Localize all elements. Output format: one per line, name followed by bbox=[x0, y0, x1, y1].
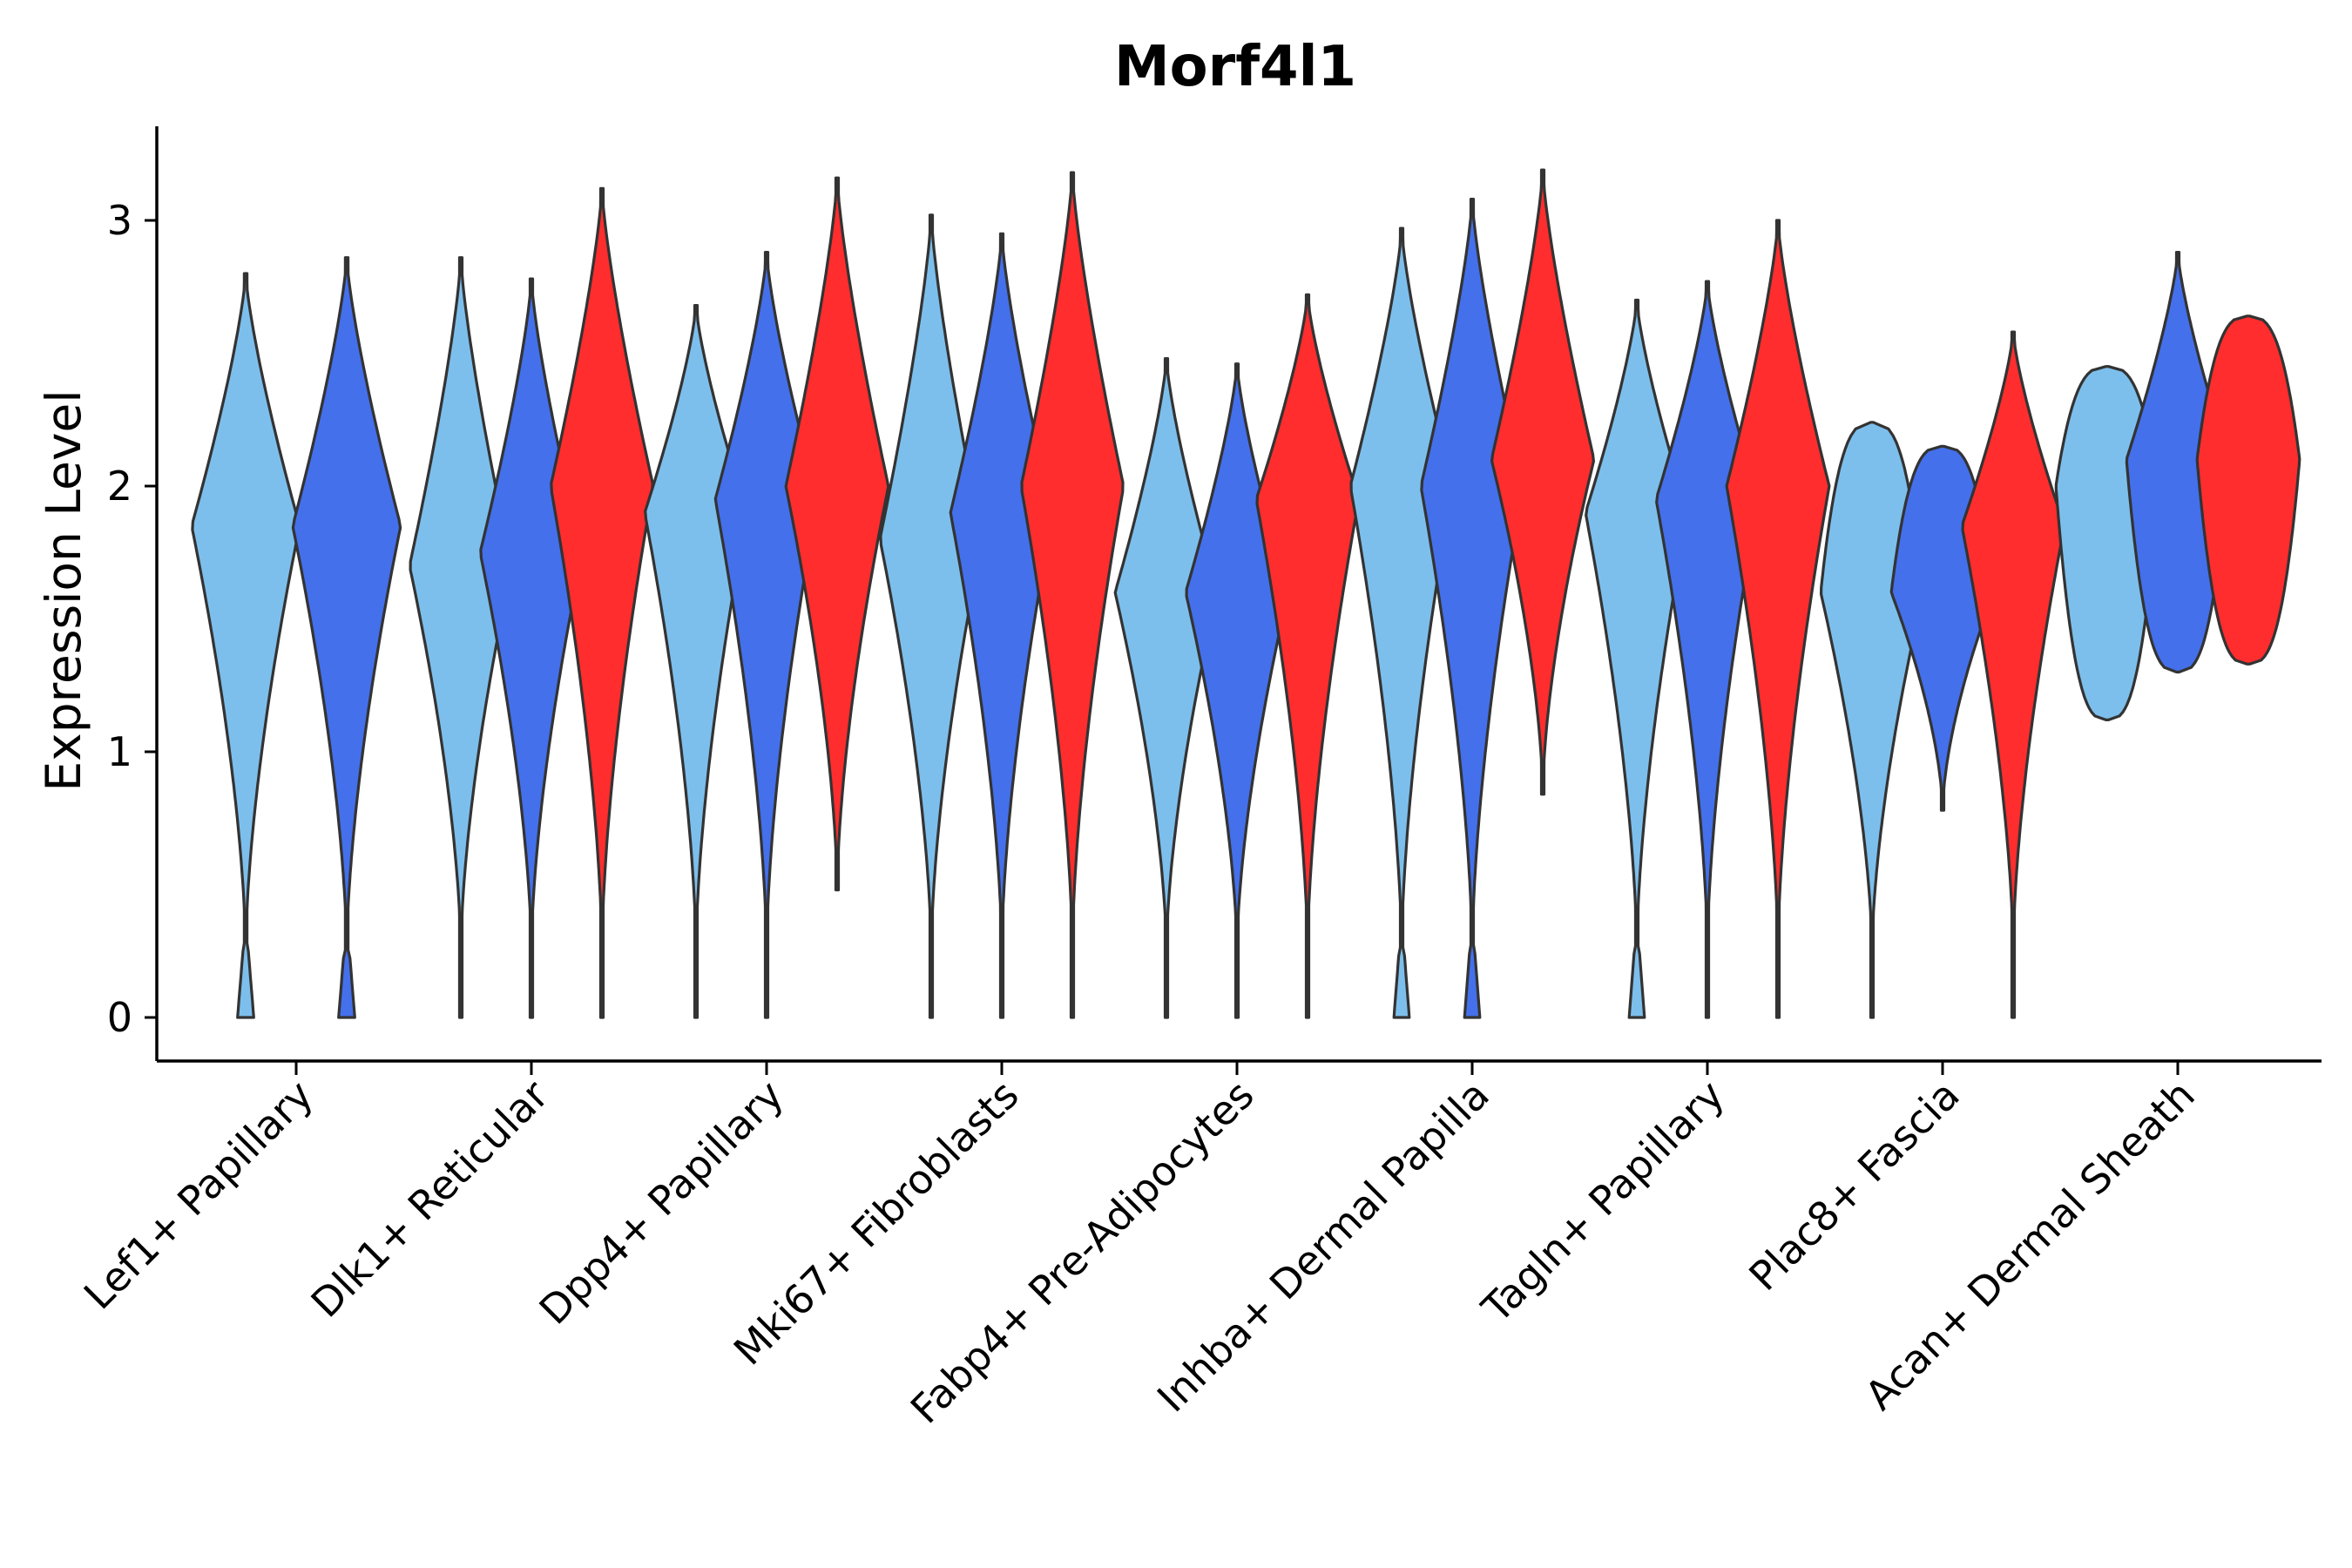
y-tick-label: 0 bbox=[107, 994, 132, 1041]
x-tick-label: Dpp4+ Papillary bbox=[531, 1071, 793, 1334]
violin-6-0 bbox=[1585, 298, 1689, 1019]
violin-2-0 bbox=[644, 304, 748, 1019]
chart-title: Morf4l1 bbox=[1114, 35, 1356, 99]
violin-5-0 bbox=[1349, 226, 1454, 1019]
violin-4-0 bbox=[1113, 357, 1220, 1019]
violin-0-1 bbox=[291, 256, 402, 1019]
x-tick-label: Tagln+ Papillary bbox=[1472, 1071, 1734, 1333]
violin-1-0 bbox=[409, 256, 513, 1019]
axes bbox=[155, 126, 2322, 1063]
y-axis-label: Expression Level bbox=[36, 389, 91, 791]
violin-5-1 bbox=[1420, 198, 1524, 1019]
violin-3-2 bbox=[1020, 171, 1125, 1019]
violin-5-2 bbox=[1490, 168, 1595, 796]
violin-6-2 bbox=[1725, 219, 1831, 1019]
y-tick-label: 3 bbox=[107, 197, 132, 244]
violin-2-1 bbox=[713, 251, 820, 1019]
violin-4-2 bbox=[1255, 293, 1360, 1019]
violin-7-2 bbox=[1961, 330, 2065, 1019]
x-tick-label: Plac8+ Fascia bbox=[1740, 1071, 1968, 1300]
y-ticks: 0 1 2 3 bbox=[107, 197, 157, 1041]
y-tick-label: 2 bbox=[107, 463, 132, 510]
violin-layer bbox=[191, 168, 2301, 1019]
x-tick-label: Dlk1+ Reticular bbox=[302, 1071, 558, 1327]
y-tick-label: 1 bbox=[107, 728, 132, 775]
violin-3-1 bbox=[949, 232, 1055, 1019]
violin-6-1 bbox=[1655, 280, 1760, 1019]
x-tick-label: Lef1+ Papillary bbox=[75, 1071, 322, 1319]
violin-2-2 bbox=[784, 176, 890, 892]
violin-8-2 bbox=[2195, 314, 2301, 666]
violin-3-0 bbox=[879, 213, 983, 1019]
violin-1-2 bbox=[550, 186, 654, 1019]
violin-0-0 bbox=[191, 272, 301, 1019]
